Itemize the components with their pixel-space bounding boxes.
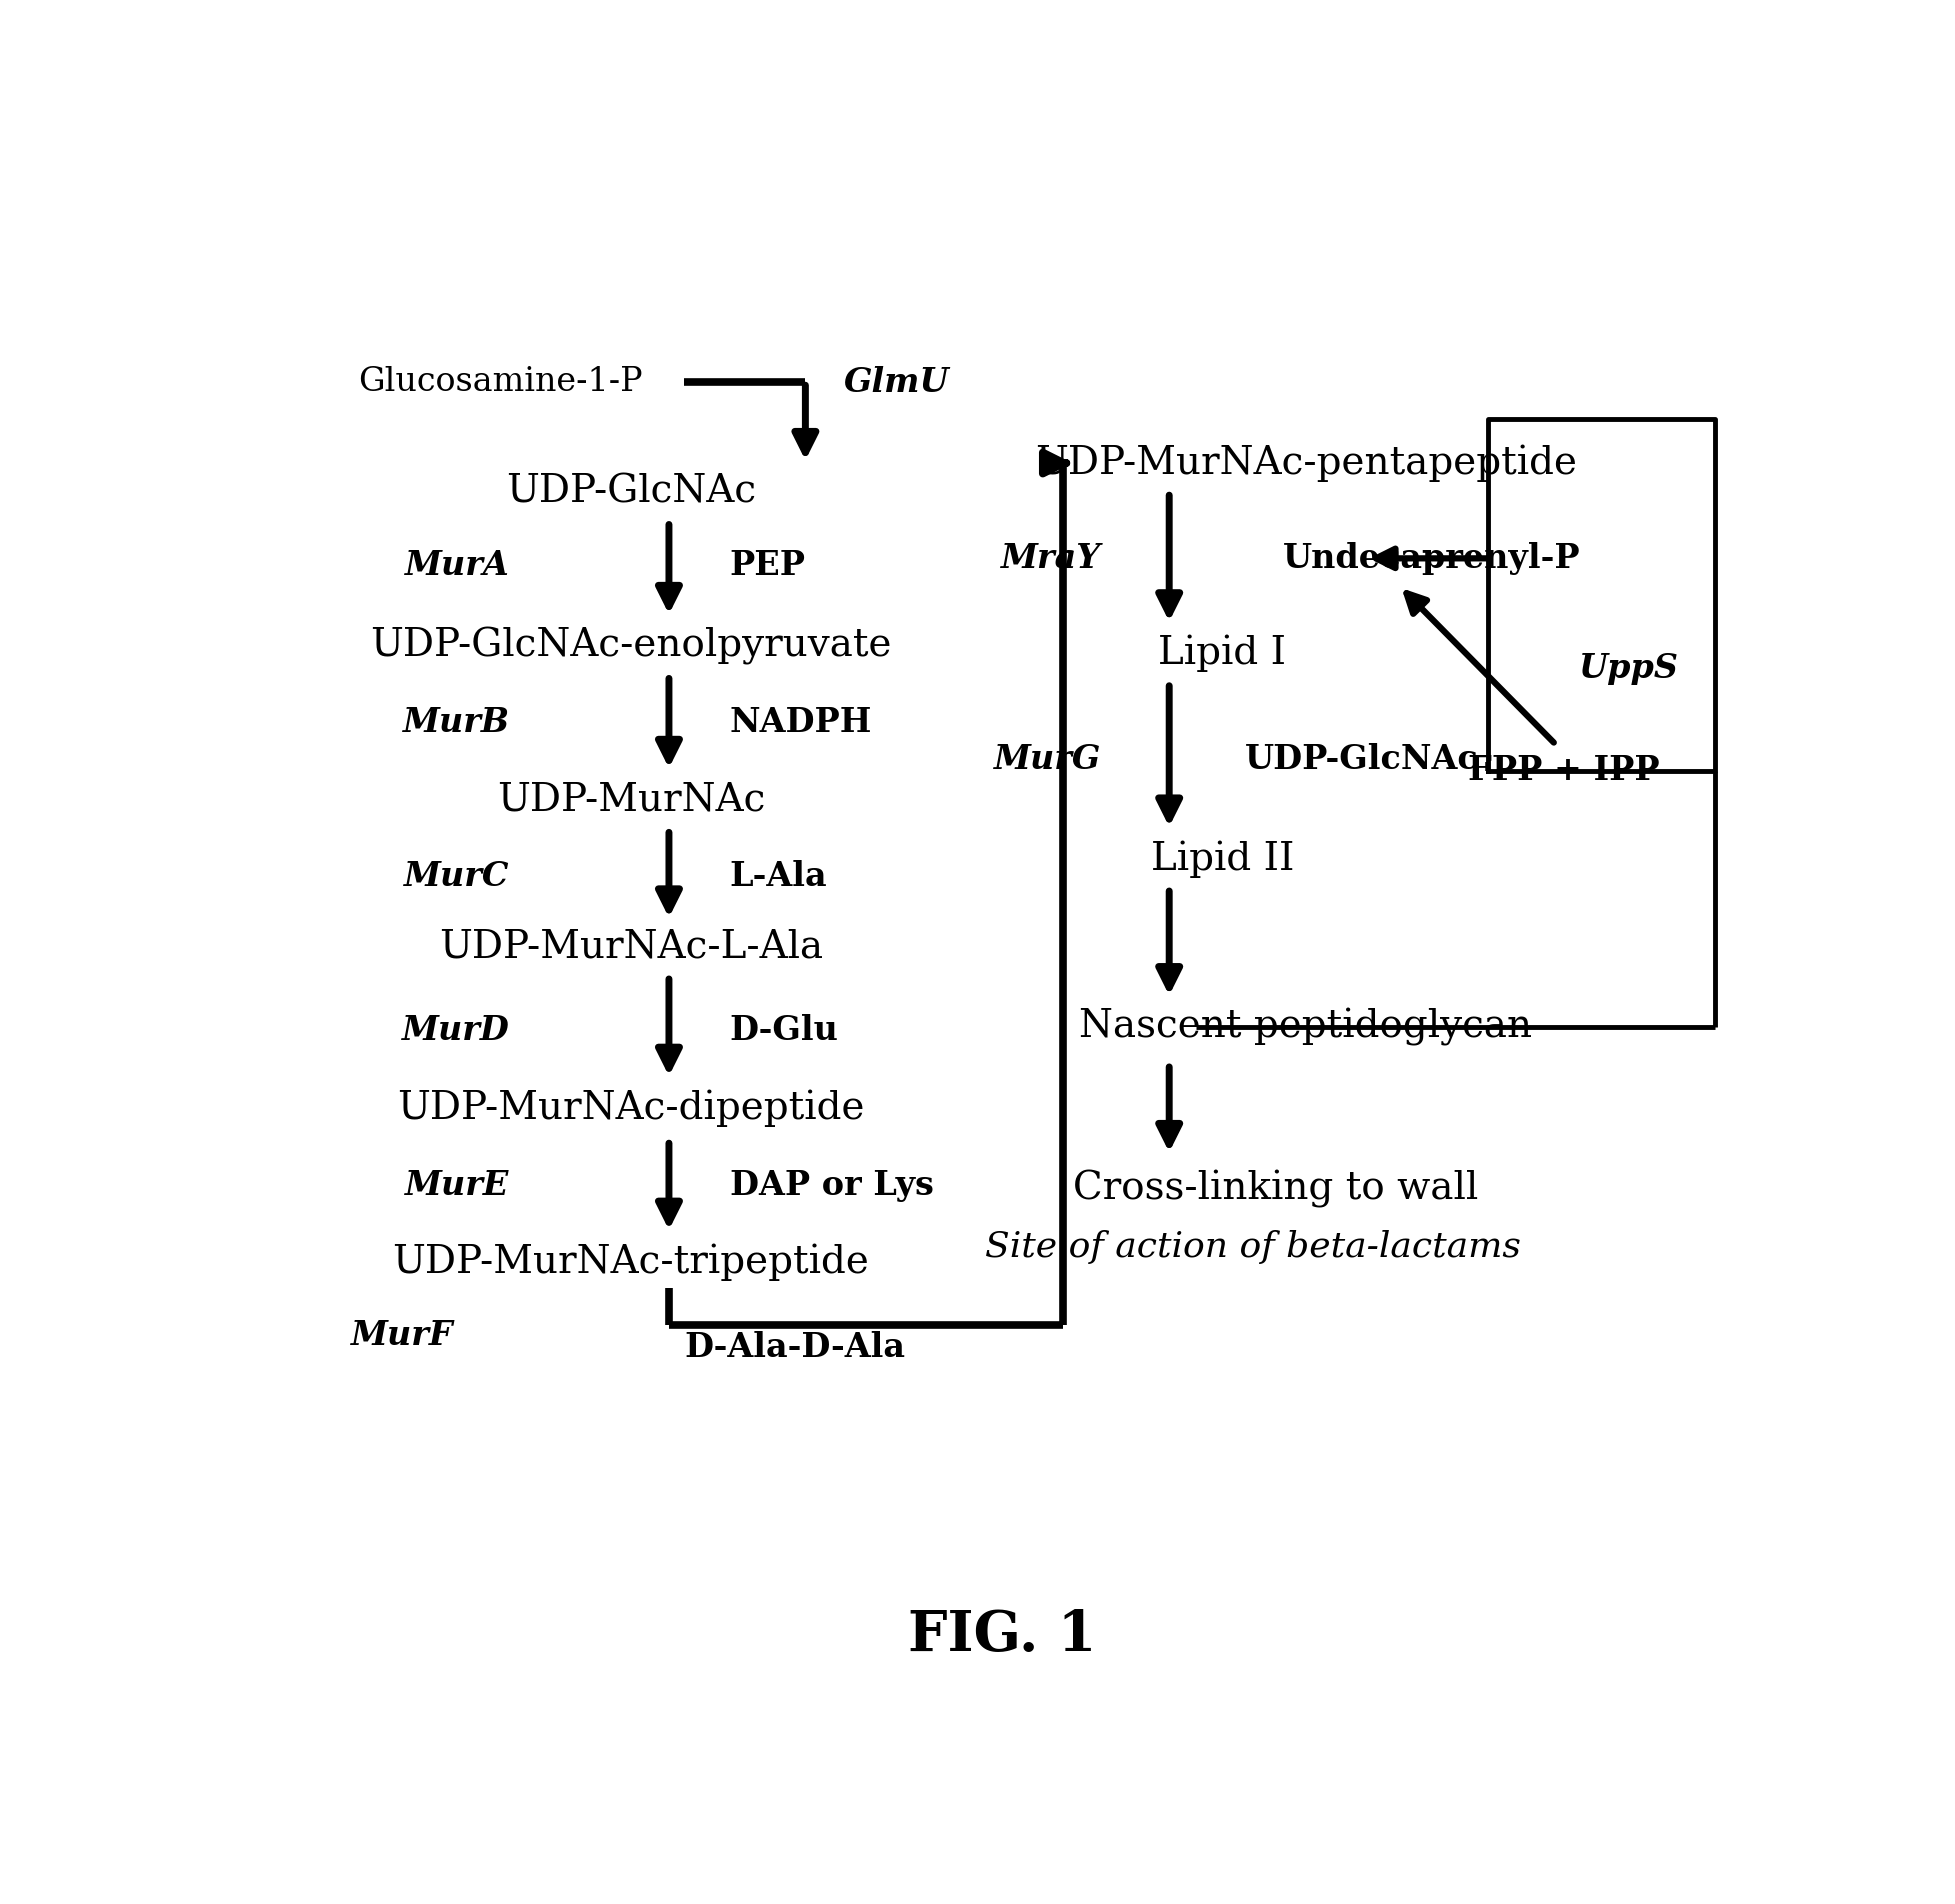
Text: MurE: MurE bbox=[405, 1169, 510, 1201]
Text: GlmU: GlmU bbox=[843, 366, 948, 400]
Text: UDP-GlcNAc-enolpyruvate: UDP-GlcNAc-enolpyruvate bbox=[369, 626, 891, 664]
Text: UDP-MurNAc-L-Ala: UDP-MurNAc-L-Ala bbox=[438, 929, 823, 965]
Text: MurG: MurG bbox=[993, 743, 1101, 775]
Text: MurC: MurC bbox=[405, 861, 510, 893]
Text: MraY: MraY bbox=[1001, 543, 1101, 575]
Text: FPP + IPP: FPP + IPP bbox=[1466, 754, 1658, 788]
Text: Site of action of beta-lactams: Site of action of beta-lactams bbox=[983, 1230, 1519, 1264]
Text: MurB: MurB bbox=[403, 706, 510, 739]
Text: Lipid II: Lipid II bbox=[1150, 840, 1294, 878]
Text: FIG. 1: FIG. 1 bbox=[907, 1609, 1097, 1664]
Text: UppS: UppS bbox=[1578, 651, 1677, 685]
Text: UDP-MurNAc-pentapeptide: UDP-MurNAc-pentapeptide bbox=[1034, 444, 1576, 482]
Text: D-Ala-D-Ala: D-Ala-D-Ala bbox=[684, 1331, 905, 1363]
Text: MurD: MurD bbox=[401, 1015, 510, 1047]
Text: NADPH: NADPH bbox=[729, 706, 872, 739]
Text: Undecaprenyl-P: Undecaprenyl-P bbox=[1282, 543, 1580, 575]
Text: Nascent peptidoglycan: Nascent peptidoglycan bbox=[1079, 1009, 1531, 1047]
Text: UDP-MurNAc: UDP-MurNAc bbox=[497, 783, 764, 819]
Text: DAP or Lys: DAP or Lys bbox=[729, 1169, 933, 1201]
Text: MurA: MurA bbox=[405, 548, 510, 583]
Text: PEP: PEP bbox=[729, 548, 805, 583]
Text: UDP-MurNAc-tripeptide: UDP-MurNAc-tripeptide bbox=[393, 1243, 870, 1281]
Text: UDP-GlcNAc: UDP-GlcNAc bbox=[1245, 743, 1478, 775]
Text: D-Glu: D-Glu bbox=[729, 1015, 839, 1047]
Text: UDP-GlcNAc: UDP-GlcNAc bbox=[506, 474, 757, 510]
Text: UDP-MurNAc-dipeptide: UDP-MurNAc-dipeptide bbox=[397, 1089, 864, 1127]
Text: Cross-linking to wall: Cross-linking to wall bbox=[1071, 1169, 1478, 1207]
Text: Lipid I: Lipid I bbox=[1157, 634, 1286, 672]
Text: MurF: MurF bbox=[350, 1319, 454, 1352]
Text: L-Ala: L-Ala bbox=[729, 861, 827, 893]
Text: Glucosamine-1-P: Glucosamine-1-P bbox=[358, 366, 643, 398]
